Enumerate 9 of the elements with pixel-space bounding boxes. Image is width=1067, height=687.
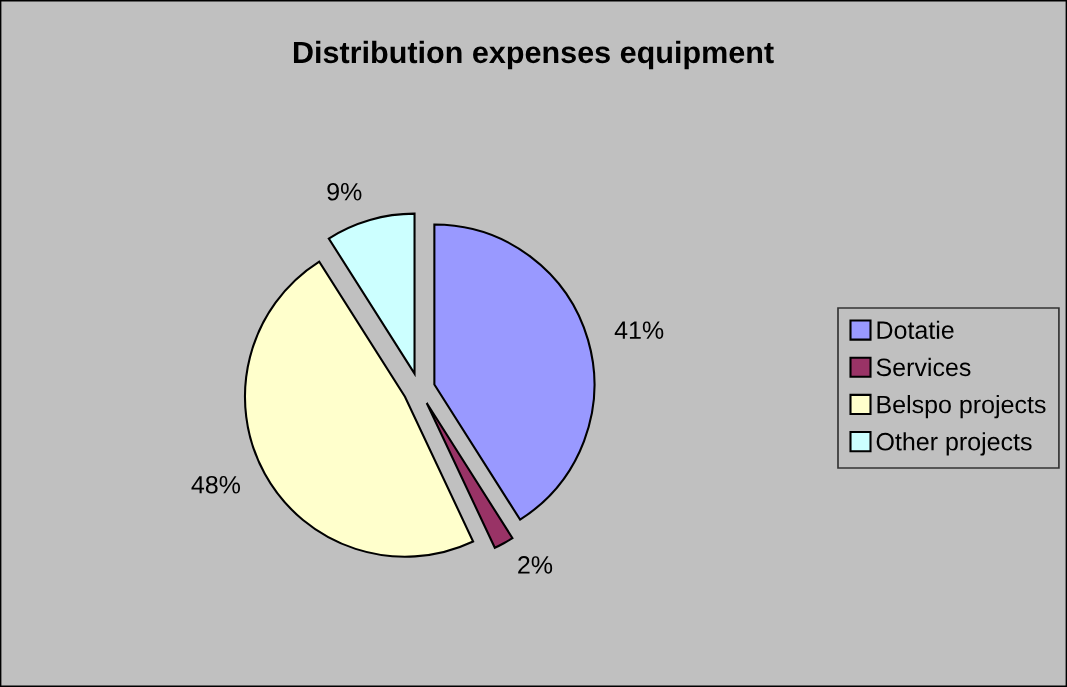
data-label: 48% bbox=[191, 475, 241, 494]
legend-label: Other projects bbox=[876, 432, 1032, 456]
data-label: 9% bbox=[327, 182, 362, 201]
legend-label: Belspo projects bbox=[877, 395, 1046, 419]
legend-label: Dotatie bbox=[877, 320, 954, 339]
data-label: 41% bbox=[614, 321, 664, 339]
chart-title: Distribution expenses equipment bbox=[293, 40, 774, 70]
data-label: 2% bbox=[518, 556, 553, 574]
legend-label: Services bbox=[876, 357, 971, 377]
